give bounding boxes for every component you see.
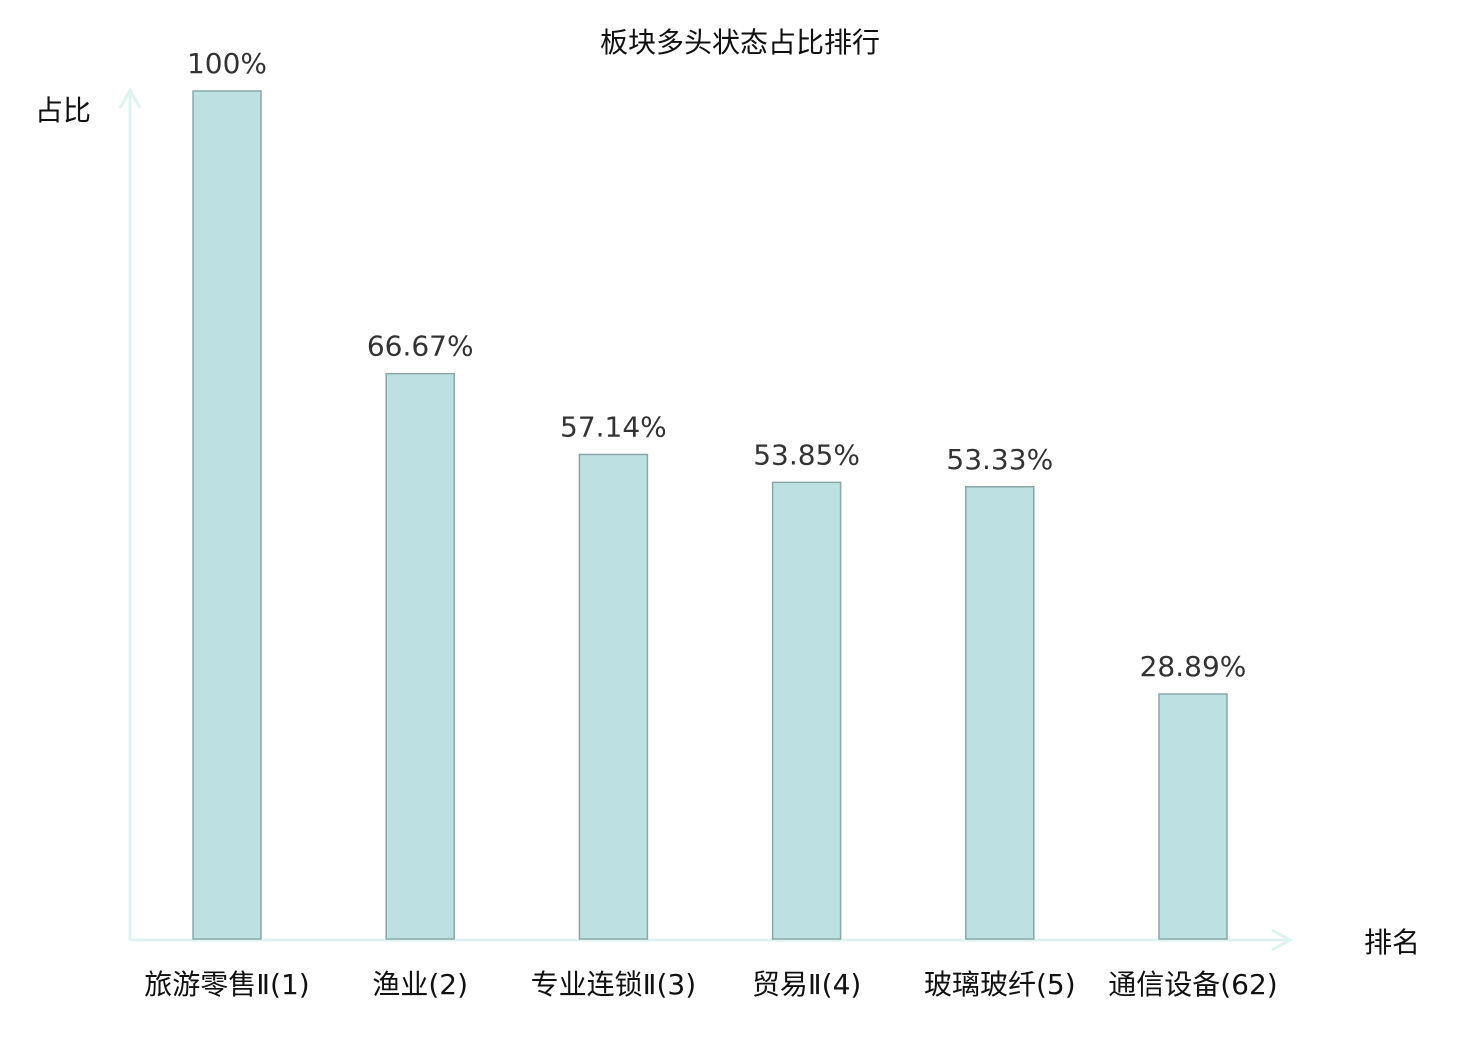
x-axis-label: 排名 xyxy=(1364,926,1420,959)
bar-3 xyxy=(771,481,842,940)
x-axis xyxy=(130,928,1294,952)
value-label-1: 66.67% xyxy=(367,330,474,363)
value-label-5: 28.89% xyxy=(1140,650,1247,683)
value-label-3: 53.85% xyxy=(753,438,860,471)
y-axis xyxy=(118,86,142,940)
value-label-2: 57.14% xyxy=(560,410,667,443)
category-label-0: 旅游零售Ⅱ(1) xyxy=(144,968,309,1001)
bar-2 xyxy=(578,453,649,940)
value-label-0: 100% xyxy=(187,47,267,80)
category-label-5: 通信设备(62) xyxy=(1108,968,1277,1001)
category-label-4: 玻璃玻纤(5) xyxy=(924,968,1076,1001)
category-label-1: 渔业(2) xyxy=(372,968,468,1001)
bar-1 xyxy=(385,372,455,940)
y-axis-label: 占比 xyxy=(35,94,91,127)
category-label-3: 贸易Ⅱ(4) xyxy=(752,968,861,1001)
bar-5 xyxy=(1158,693,1228,940)
value-label-4: 53.33% xyxy=(946,443,1053,476)
category-label-2: 专业连锁Ⅱ(3) xyxy=(531,968,696,1001)
bar-4 xyxy=(965,486,1035,940)
bar-0 xyxy=(192,90,262,940)
chart-title: 板块多头状态占比排行 xyxy=(600,26,880,59)
